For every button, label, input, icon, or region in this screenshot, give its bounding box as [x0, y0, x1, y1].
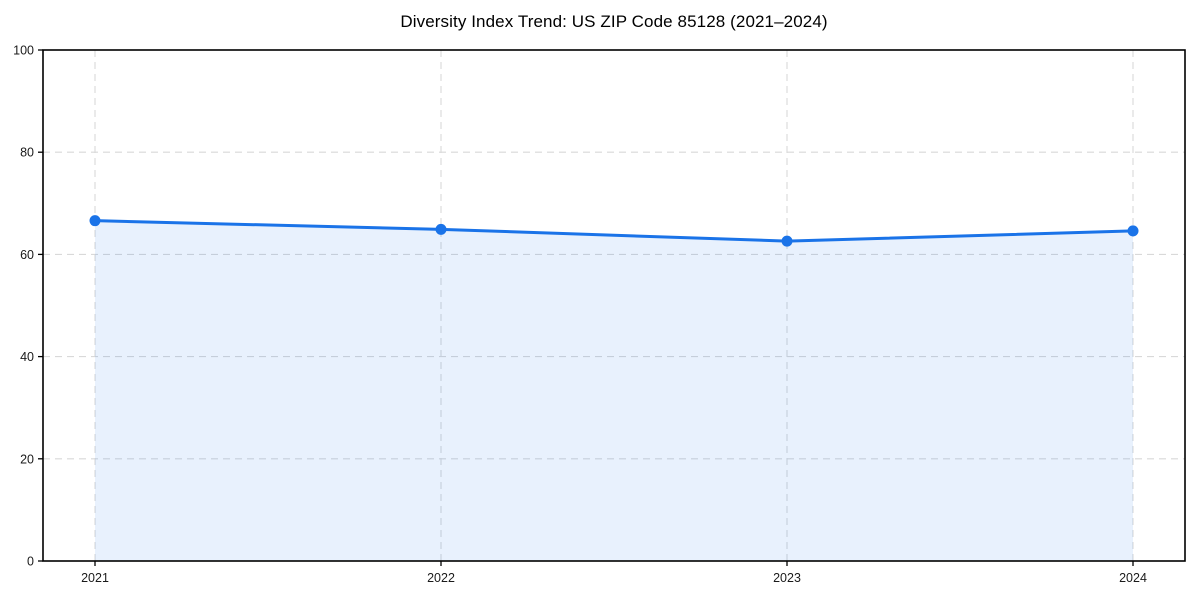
y-tick-label: 60: [20, 248, 34, 262]
x-tick-label: 2023: [773, 571, 801, 585]
y-tick-label: 20: [20, 452, 34, 466]
data-point: [1127, 225, 1139, 237]
y-tick-label: 80: [20, 146, 34, 160]
data-point: [435, 223, 447, 235]
data-point: [781, 235, 793, 247]
area-fill: [95, 220, 1133, 561]
data-point: [89, 215, 101, 227]
x-tick-label: 2022: [427, 571, 455, 585]
x-tick-label: 2024: [1119, 571, 1147, 585]
chart-title: Diversity Index Trend: US ZIP Code 85128…: [400, 12, 828, 31]
y-tick-label: 0: [27, 555, 34, 569]
y-tick-label: 100: [13, 44, 34, 58]
plot-frame: [42, 49, 1186, 562]
y-tick-label: 40: [20, 350, 34, 364]
trend-line: [93, 219, 1135, 243]
x-tick-label: 2021: [81, 571, 109, 585]
